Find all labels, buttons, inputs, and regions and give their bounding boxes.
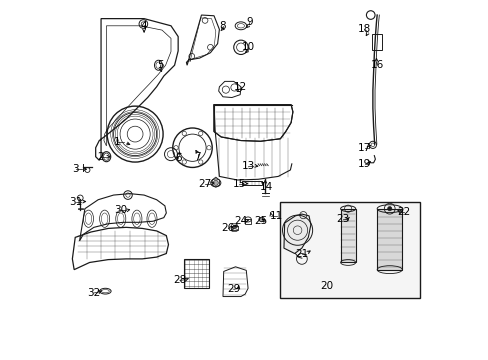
Bar bbox=[183, 259, 209, 288]
Text: 22: 22 bbox=[397, 207, 410, 217]
Text: 8: 8 bbox=[219, 21, 226, 31]
Text: 4: 4 bbox=[141, 21, 147, 31]
Text: 16: 16 bbox=[370, 60, 383, 70]
Text: 3: 3 bbox=[73, 164, 79, 174]
Text: 17: 17 bbox=[357, 143, 370, 153]
Text: 24: 24 bbox=[234, 216, 247, 226]
Text: 25: 25 bbox=[253, 216, 267, 226]
Text: 28: 28 bbox=[173, 275, 186, 285]
Polygon shape bbox=[284, 214, 310, 253]
Text: 29: 29 bbox=[226, 284, 240, 294]
Text: 1: 1 bbox=[114, 138, 120, 147]
Text: 32: 32 bbox=[87, 288, 101, 298]
Text: 26: 26 bbox=[221, 224, 235, 233]
Text: 18: 18 bbox=[357, 24, 370, 35]
Polygon shape bbox=[376, 209, 402, 270]
Text: 20: 20 bbox=[320, 281, 333, 291]
Text: 5: 5 bbox=[157, 60, 163, 70]
Text: 14: 14 bbox=[259, 182, 272, 192]
Text: 31: 31 bbox=[69, 197, 82, 207]
Polygon shape bbox=[340, 209, 355, 262]
Bar bbox=[371, 34, 381, 50]
Text: 21: 21 bbox=[295, 248, 308, 258]
Circle shape bbox=[259, 217, 264, 222]
Circle shape bbox=[213, 180, 218, 185]
Bar bbox=[280, 202, 419, 298]
Text: 19: 19 bbox=[357, 159, 370, 169]
Text: 10: 10 bbox=[241, 42, 254, 52]
Bar bbox=[231, 226, 237, 230]
Text: 7: 7 bbox=[194, 152, 201, 162]
Text: 30: 30 bbox=[114, 206, 127, 216]
Text: 23: 23 bbox=[336, 215, 349, 224]
Text: 2: 2 bbox=[98, 152, 104, 162]
Text: 13: 13 bbox=[241, 161, 254, 171]
Text: 27: 27 bbox=[198, 179, 211, 189]
Text: 15: 15 bbox=[232, 179, 245, 189]
Text: 6: 6 bbox=[175, 153, 181, 163]
Text: 11: 11 bbox=[269, 211, 283, 221]
Text: 12: 12 bbox=[234, 82, 247, 92]
Circle shape bbox=[387, 207, 391, 211]
Bar bbox=[244, 220, 251, 224]
Text: 9: 9 bbox=[246, 17, 253, 27]
